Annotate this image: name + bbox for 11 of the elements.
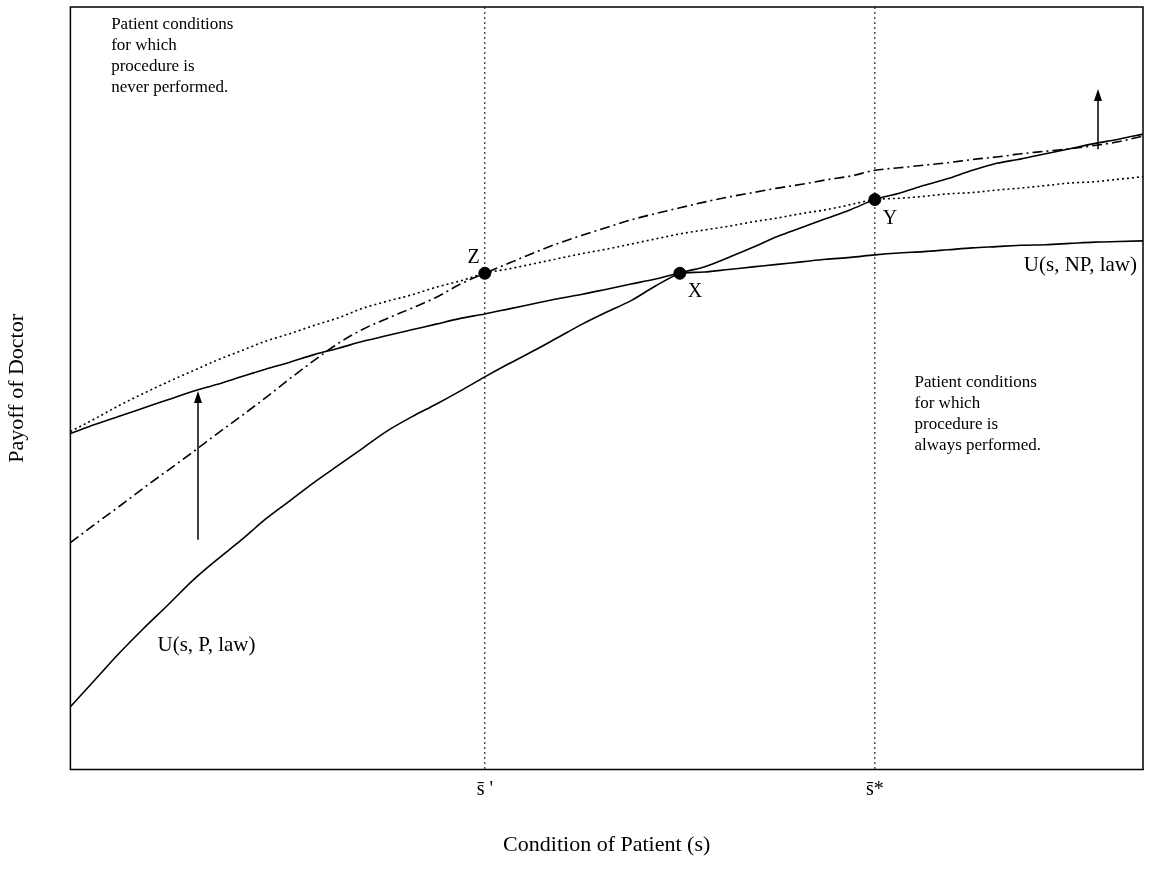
annotation: Z <box>467 245 480 268</box>
annotation: Patient conditions for which procedure is always performed. <box>914 372 1042 455</box>
annotation: Y <box>882 205 898 228</box>
y-axis-title: Payoff of Doctor <box>2 313 28 463</box>
text: Patient conditions for which procedure is never performed. <box>111 14 234 96</box>
x-axis-title: Condition of Patient (s) <box>503 830 711 856</box>
x-tick-label: s̄* <box>865 776 884 799</box>
annotation: X <box>687 279 703 302</box>
series-label: U(s, NP, law) <box>1023 251 1137 276</box>
series-label: U(s, P, law) <box>157 631 256 656</box>
x-tick-label: s̄ ' <box>476 776 494 799</box>
